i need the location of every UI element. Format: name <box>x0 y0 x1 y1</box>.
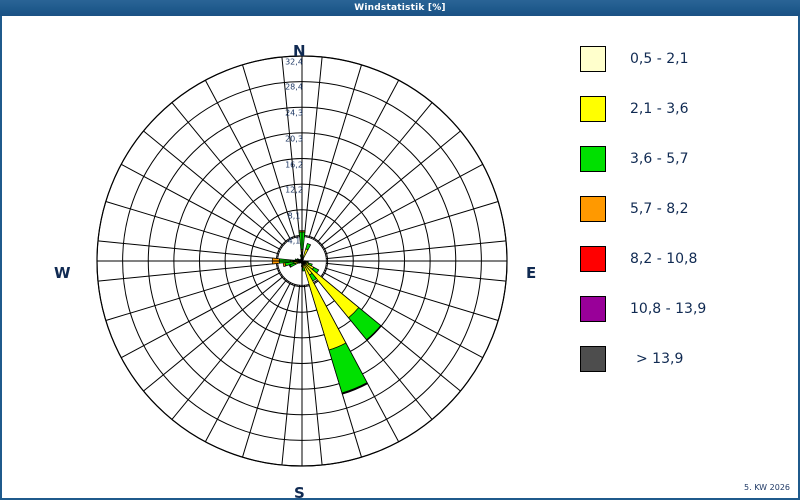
legend-row: 0,5 - 2,1 <box>580 34 795 84</box>
legend-swatch <box>580 196 606 222</box>
wind-rose-svg <box>2 16 562 500</box>
wind-rose-petal-segment <box>300 255 301 257</box>
radial-tick-label: 12,2 <box>285 185 303 194</box>
wind-rose-petal-segment <box>303 259 304 260</box>
legend-row: 10,8 - 13,9 <box>580 284 795 334</box>
window-title: Windstatistik [%] <box>354 3 446 13</box>
compass-label-east: E <box>526 264 536 282</box>
legend: 0,5 - 2,1 2,1 - 3,6 3,6 - 5,7 5,7 - 8,2 8,2 … <box>580 34 795 384</box>
legend-swatch <box>580 296 606 322</box>
radial-tick-label: 28,4 <box>285 83 303 92</box>
legend-label: 8,2 - 10,8 <box>630 251 697 267</box>
radial-tick-label: 8,1 <box>288 211 301 220</box>
legend-row: 2,1 - 3,6 <box>580 84 795 134</box>
wind-rose-petal-segment <box>297 259 298 260</box>
legend-swatch <box>580 246 606 272</box>
compass-label-south: S <box>294 484 305 502</box>
legend-row: 5,7 - 8,2 <box>580 184 795 234</box>
legend-swatch <box>580 346 606 372</box>
radial-tick-label: 4,1 <box>288 237 301 246</box>
legend-swatch <box>580 46 606 72</box>
legend-swatch <box>580 146 606 172</box>
wind-rose-petal-segment <box>300 259 301 260</box>
radial-tick-label: 32,4 <box>285 58 303 67</box>
legend-label: > 13,9 <box>636 351 683 367</box>
radial-tick-label: 16,2 <box>285 160 303 169</box>
legend-label: 3,6 - 5,7 <box>630 151 688 167</box>
legend-label: 2,1 - 3,6 <box>630 101 688 117</box>
legend-row: 8,2 - 10,8 <box>580 234 795 284</box>
radial-tick-label: 24,3 <box>285 109 303 118</box>
window-titlebar: Windstatistik [%] <box>0 0 800 17</box>
legend-label: 10,8 - 13,9 <box>630 301 706 317</box>
legend-label: 5,7 - 8,2 <box>630 201 688 217</box>
legend-swatch <box>580 96 606 122</box>
radial-tick-label: 20,3 <box>285 134 303 143</box>
wind-rose-petal-segment <box>283 263 286 267</box>
legend-row: 3,6 - 5,7 <box>580 134 795 184</box>
legend-label: 0,5 - 2,1 <box>630 51 688 67</box>
legend-row: > 13,9 <box>580 334 795 384</box>
footer-week-label: 5. KW 2026 <box>744 483 790 492</box>
compass-label-west: W <box>54 264 71 282</box>
